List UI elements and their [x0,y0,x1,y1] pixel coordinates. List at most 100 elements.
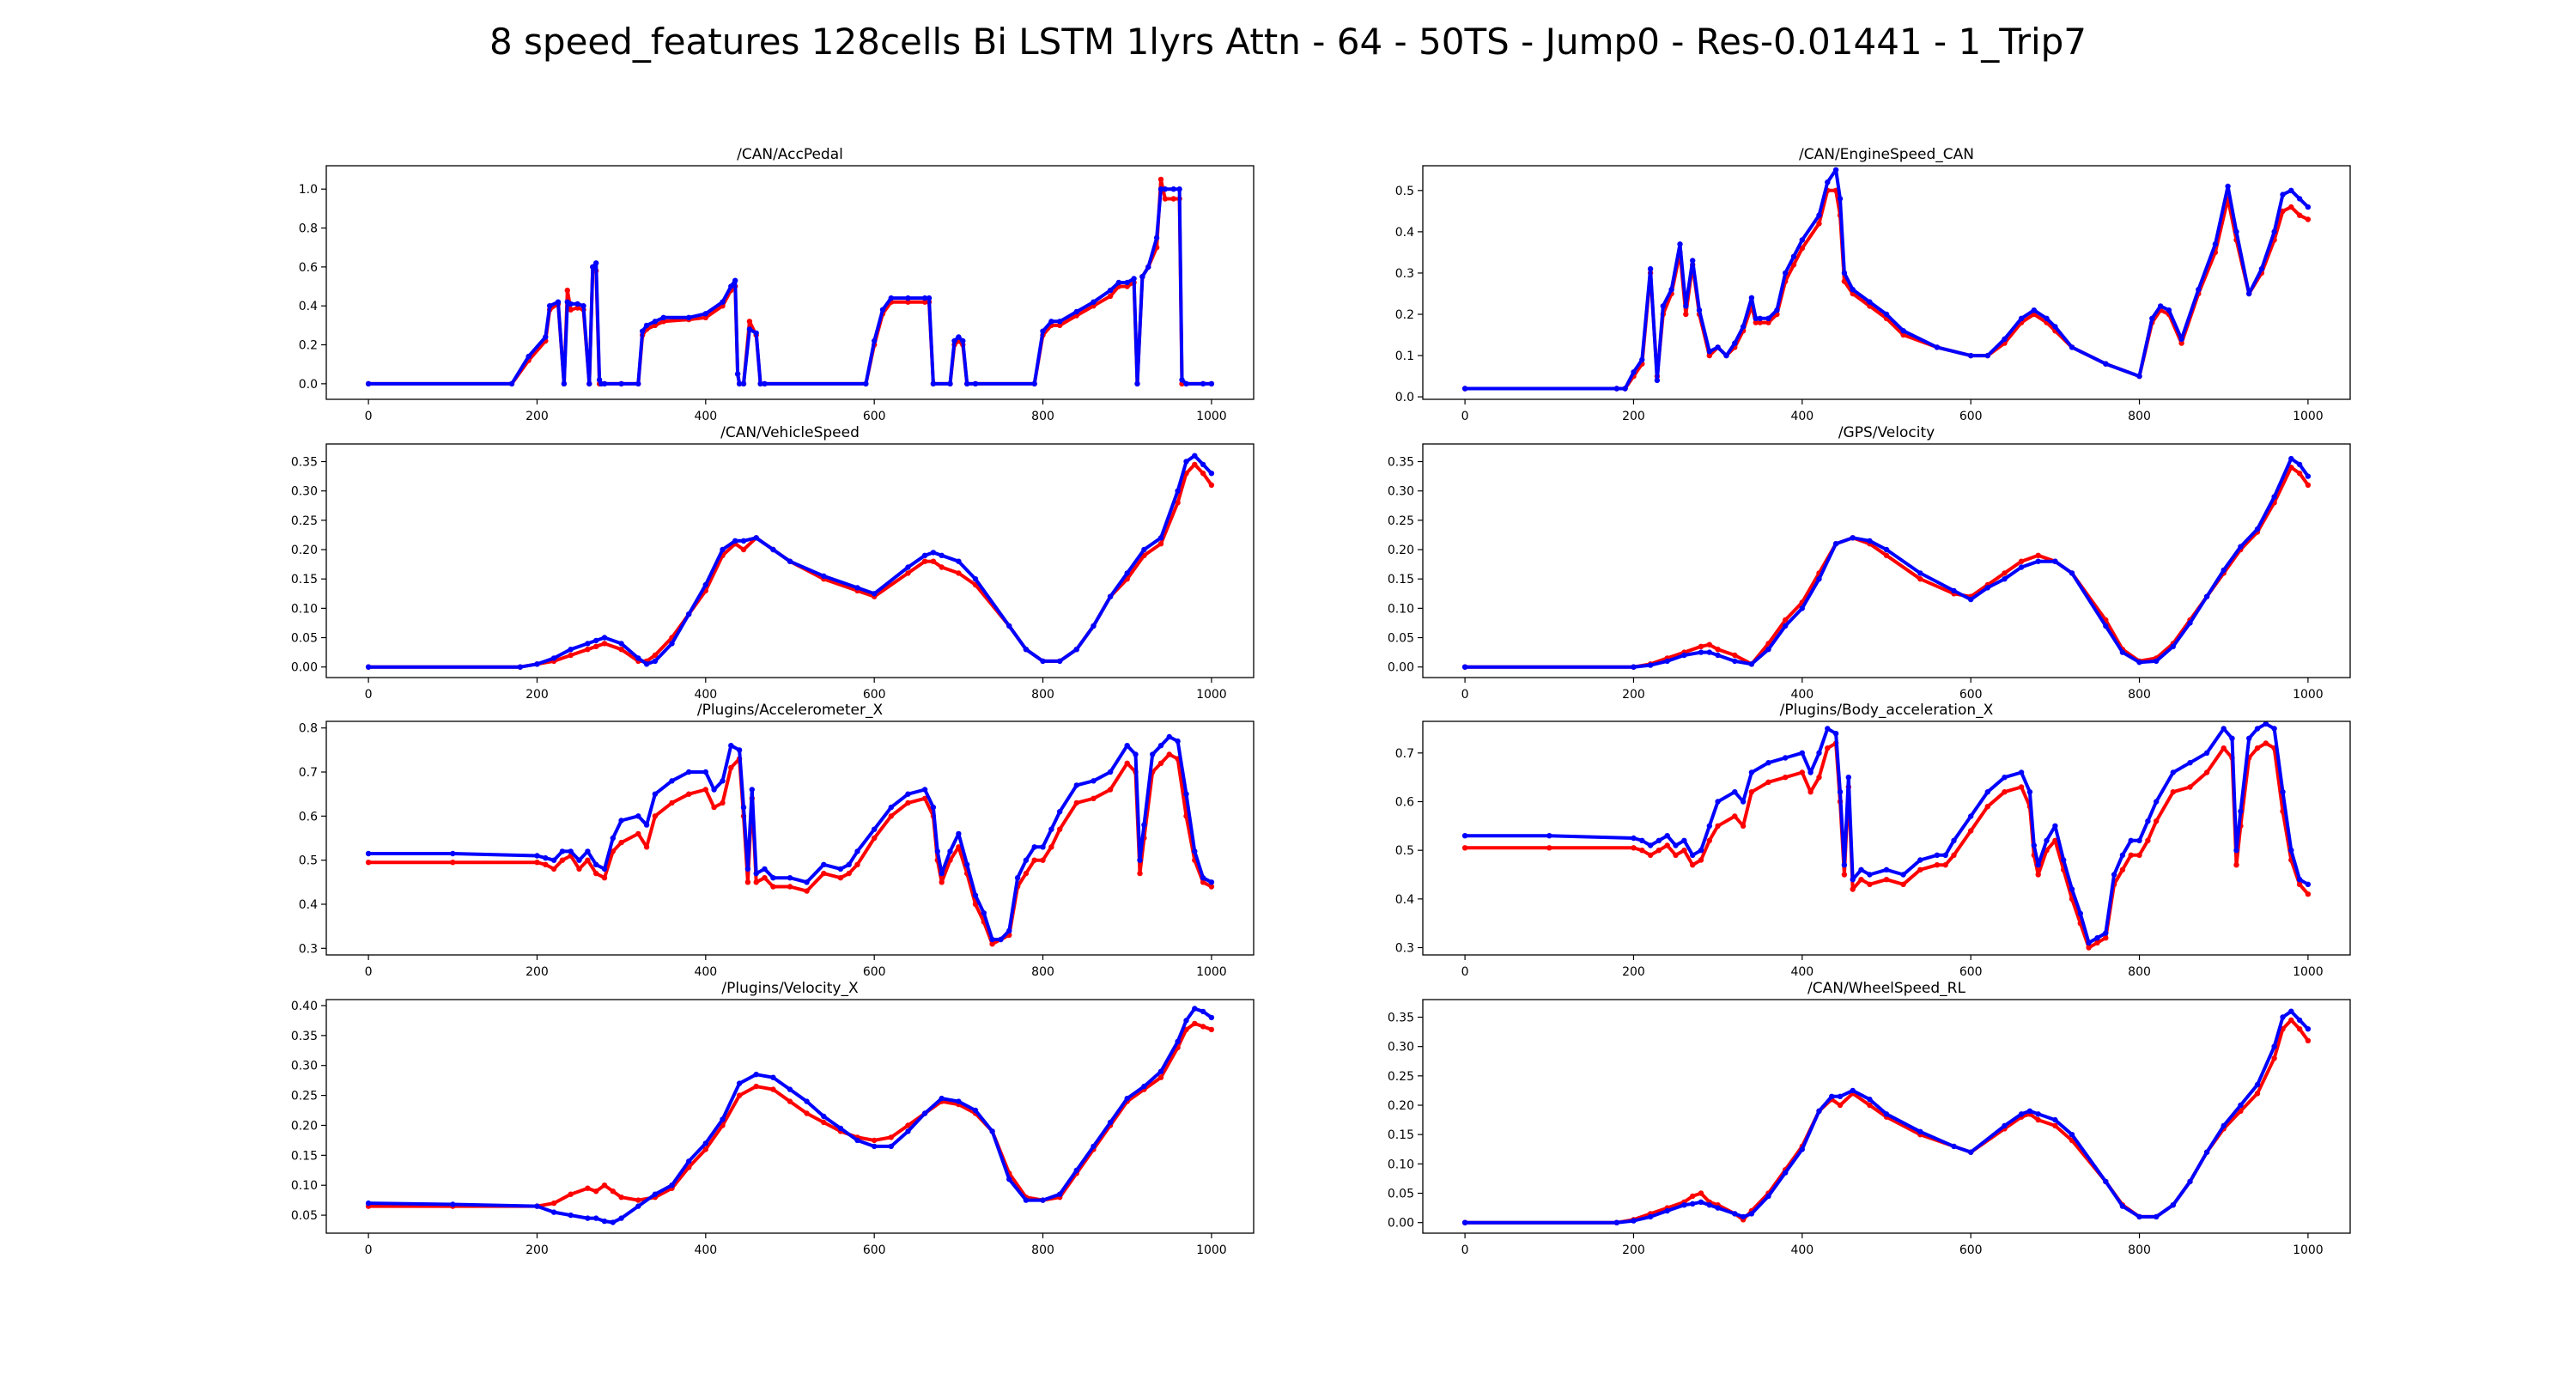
data-point [2296,1026,2303,1032]
data-point [1057,1191,1063,1197]
data-point [1774,307,1780,313]
data-point [550,1209,557,1215]
data-point [753,1072,759,1078]
data-point [1867,881,1873,888]
data-point [854,585,860,591]
data-point [1715,799,1721,805]
data-point [2280,1014,2286,1020]
data-point [1748,769,1755,775]
data-point [601,875,608,881]
data-point [1208,380,1215,387]
data-point [1134,380,1140,387]
data-point [1765,315,1771,321]
y-tick-label: 0.15 [291,1149,318,1163]
data-point [568,848,574,854]
data-point [1057,322,1063,329]
data-point [1200,380,1206,387]
data-point [956,558,962,564]
x-tick-label: 1000 [2293,410,2324,423]
data-point [956,1098,962,1104]
data-point [964,861,970,867]
data-point [1807,769,1814,775]
data-point [643,661,650,667]
y-tick-label: 0.35 [291,456,318,470]
data-point [601,1182,608,1189]
data-point [702,1146,708,1152]
data-point [526,353,532,360]
data-point [1850,1087,1856,1094]
data-point [1917,570,1923,576]
data-point [2145,818,2151,824]
data-point [1107,593,1114,599]
data-point [2002,775,2008,781]
data-point [905,791,911,797]
x-tick-label: 0 [1461,410,1469,423]
data-point [635,380,641,387]
data-point [1040,844,1046,850]
data-point [2212,241,2219,247]
data-point [2238,808,2244,814]
data-point [1757,319,1763,325]
data-point [2296,881,2303,888]
data-point [652,1191,659,1197]
data-point [740,804,747,811]
data-point [1668,287,1674,293]
data-point [1461,845,1468,851]
data-point [846,870,852,877]
data-point [2069,344,2075,350]
data-point [934,848,941,854]
data-point [1883,1111,1890,1117]
data-point [2044,837,2050,843]
plot-area [1461,455,2312,670]
data-point [1091,299,1097,305]
data-point [1715,647,1721,653]
data-point [905,1128,911,1134]
data-point [2069,570,2075,576]
y-tick-label: 0.15 [1388,573,1414,587]
data-point [1208,1014,1215,1021]
data-point [2170,769,2176,775]
data-point [1732,813,1738,819]
data-point [1883,546,1890,553]
data-point [1799,750,1805,756]
data-point [2263,740,2269,746]
data-point [989,936,995,943]
data-point [568,301,574,307]
subplot-title: /CAN/AccPedal [737,146,843,163]
data-point [1799,769,1805,775]
y-tick-label: 0.4 [299,300,318,313]
y-tick-label: 0.3 [1395,942,1414,956]
data-point [905,1122,911,1128]
data-point [736,380,743,387]
data-point [1153,234,1160,241]
data-point [559,848,566,854]
data-point [1647,842,1654,848]
x-tick-label: 200 [1622,410,1645,423]
data-point [787,1098,793,1104]
data-point [2170,789,2176,795]
axes-frame [1422,999,2351,1234]
y-tick-label: 0.30 [1388,1041,1414,1055]
data-point [2128,852,2134,858]
data-point [1690,852,1696,858]
data-point [734,371,741,377]
data-point [1656,837,1662,843]
data-point [1031,380,1037,387]
data-point [939,879,945,885]
data-point [1200,879,1206,885]
data-point [1816,212,1822,218]
data-point [1091,795,1097,801]
data-point [1192,453,1198,459]
data-point [1984,352,1990,359]
data-point [746,326,753,332]
data-point [601,635,608,641]
data-point [1157,535,1164,541]
y-tick-label: 0.8 [299,222,318,236]
y-tick-label: 0.5 [299,854,318,868]
data-point [1757,315,1763,321]
x-tick-label: 1000 [2293,965,2324,979]
data-point [2221,1122,2227,1129]
x-tick-label: 1000 [1196,1243,1227,1257]
data-point [1546,833,1552,839]
